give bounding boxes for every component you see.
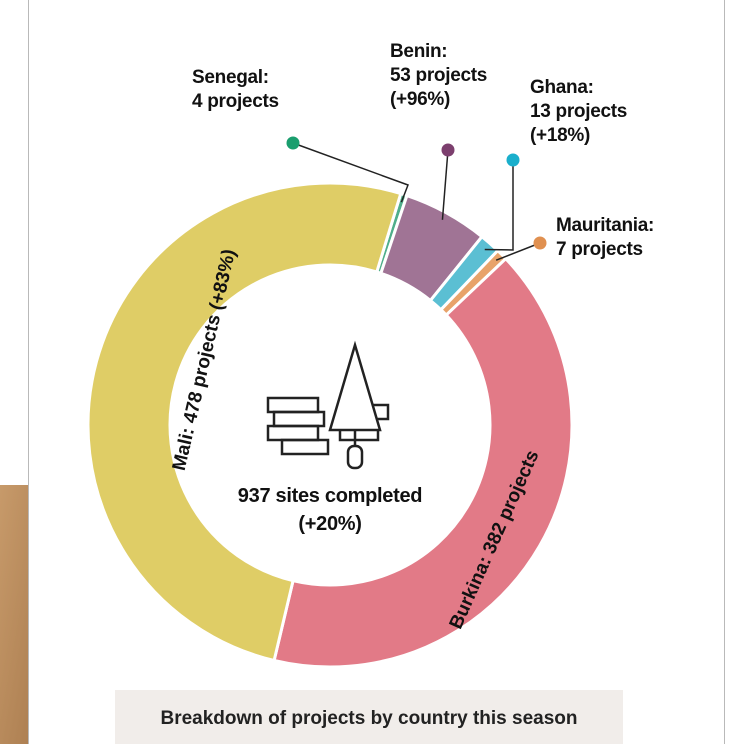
segment-label: Ghana: 13 projects (+18%) [530,77,628,146]
donut-segment [272,256,574,669]
callout-dot [441,143,455,157]
callout-line [441,149,449,220]
callout-line [495,242,541,261]
donut [86,181,574,669]
callout-dot [506,153,520,167]
segment-label: Mauritania: 7 projects [556,215,655,260]
donut-segment [86,181,403,663]
callout-line [292,142,409,203]
center-label: 937 sites completed (+20%) [237,485,423,535]
callout-dot [286,136,300,150]
center-icon [266,340,390,470]
segment-label: Benin: 53 projects (+96%) [390,41,488,110]
callout-dot [533,236,547,250]
caption-box [115,690,623,744]
segment-label: Senegal: 4 projects [192,67,279,112]
callout-line [484,160,514,251]
caption: Breakdown of projects by country this se… [160,708,577,729]
